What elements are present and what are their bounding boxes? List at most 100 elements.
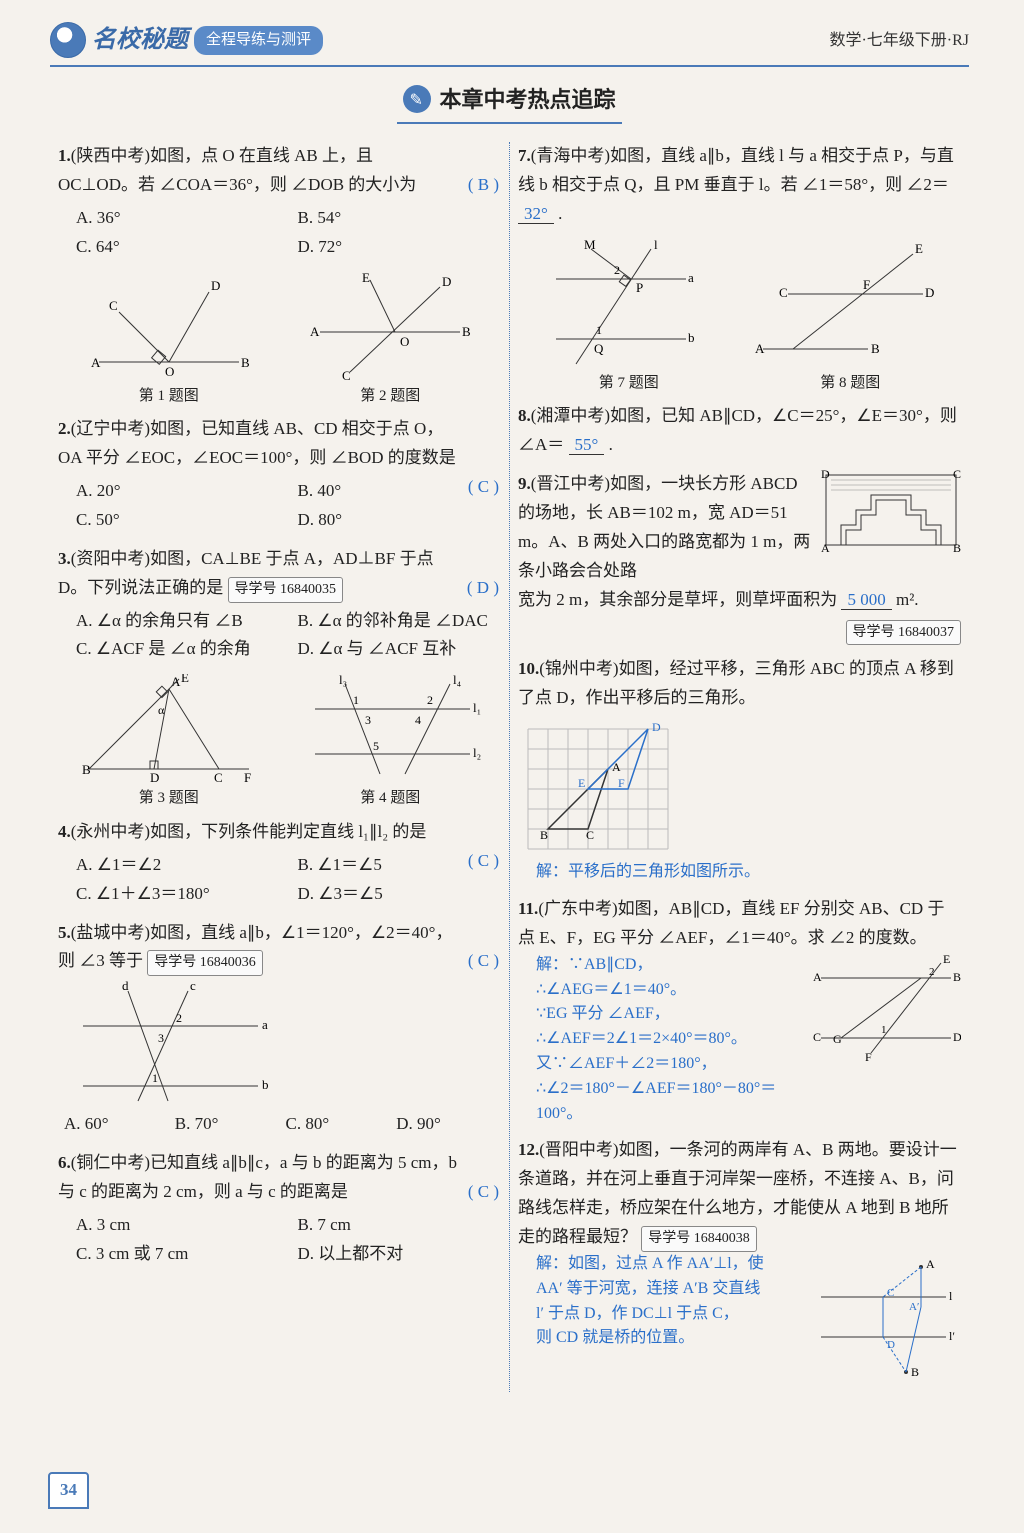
q5-num: 5. bbox=[58, 923, 71, 942]
section-icon bbox=[403, 85, 431, 113]
q5-opt-a: A. 60° bbox=[58, 1110, 169, 1139]
svg-text:A: A bbox=[612, 760, 621, 774]
left-column: 1.(陕西中考)如图，点 O 在直线 AB 上，且 OC⊥OD。若 ∠COA＝3… bbox=[50, 142, 510, 1392]
header-right: 数学·七年级下册·RJ bbox=[829, 27, 969, 54]
svg-text:D: D bbox=[211, 278, 220, 293]
problem-6: 6.(铜仁中考)已知直线 a∥b∥c，a 与 b 的距离为 5 cm，b 与 c… bbox=[58, 1149, 501, 1269]
svg-text:B: B bbox=[953, 970, 961, 984]
svg-text:1: 1 bbox=[596, 323, 602, 337]
svg-text:F: F bbox=[618, 776, 625, 790]
q3-tag: 导学号 16840035 bbox=[228, 577, 344, 603]
figure-9: DCAB bbox=[821, 470, 961, 555]
q3-opt-d: D. ∠α 与 ∠ACF 互补 bbox=[280, 635, 502, 664]
fig4-caption: 第 4 题图 bbox=[360, 786, 420, 812]
fig2-caption: 第 2 题图 bbox=[360, 384, 420, 410]
svg-text:2: 2 bbox=[427, 693, 433, 707]
q6-opt-d: D. 以上都不对 bbox=[280, 1240, 502, 1269]
q3-opt-c: C. ∠ACF 是 ∠α 的余角 bbox=[58, 635, 280, 664]
fig-row-3-4: BDCF A E α l₁ l₂ l₃ l₄ 12 34 5 bbox=[58, 674, 501, 784]
q5-src: (盐城中考) bbox=[71, 923, 150, 942]
q4-opt-d: D. ∠3＝∠5 bbox=[280, 880, 502, 909]
problem-2: 2.(辽宁中考)如图，已知直线 AB、CD 相交于点 O，OA 平分 ∠EOC，… bbox=[58, 415, 501, 535]
svg-text:a: a bbox=[262, 1017, 268, 1032]
svg-text:c: c bbox=[190, 978, 196, 993]
q4-num: 4. bbox=[58, 822, 71, 841]
q12-num: 12. bbox=[518, 1140, 539, 1159]
svg-text:E: E bbox=[943, 953, 950, 966]
svg-text:4: 4 bbox=[415, 713, 421, 727]
fig7-caption: 第 7 题图 bbox=[599, 371, 659, 397]
svg-text:D: D bbox=[887, 1339, 895, 1351]
svg-text:A: A bbox=[926, 1257, 935, 1271]
svg-text:α: α bbox=[158, 703, 165, 717]
svg-text:l₁: l₁ bbox=[473, 700, 481, 715]
svg-text:d: d bbox=[122, 978, 129, 993]
q9-num: 9. bbox=[518, 474, 531, 493]
right-column: 7.(青海中考)如图，直线 a∥b，直线 l 与 a 相交于点 P，与直线 b … bbox=[510, 142, 969, 1392]
q6-opt-b: B. 7 cm bbox=[280, 1211, 502, 1240]
svg-text:E: E bbox=[181, 674, 189, 685]
section-title: 本章中考热点追踪 bbox=[439, 81, 615, 118]
svg-text:5: 5 bbox=[373, 739, 379, 753]
problem-4: 4.(永州中考)如图，下列条件能判定直线 l₁∥l₂ 的是 ( C ) A. ∠… bbox=[58, 818, 501, 909]
page-number: 34 bbox=[48, 1472, 89, 1509]
figure-10: ABC DEF bbox=[518, 719, 678, 854]
svg-text:B: B bbox=[462, 324, 471, 339]
q1-opt-b: B. 54° bbox=[280, 204, 502, 233]
fig-row-7-8: a b l M PQ 21 AB CD E F bbox=[518, 239, 961, 369]
problem-8: 8.(湘潭中考)如图，已知 AB∥CD，∠C＝25°，∠E＝30°，则 ∠A＝ … bbox=[518, 402, 961, 460]
q8-src: (湘潭中考) bbox=[531, 406, 610, 425]
q2-num: 2. bbox=[58, 419, 71, 438]
svg-text:2: 2 bbox=[176, 1011, 182, 1025]
q1-opt-a: A. 36° bbox=[58, 204, 280, 233]
svg-text:D: D bbox=[821, 470, 830, 481]
svg-text:E: E bbox=[915, 241, 923, 256]
figure-2: AB DC E O bbox=[300, 272, 480, 382]
svg-text:B: B bbox=[871, 341, 880, 356]
q6-opt-a: A. 3 cm bbox=[58, 1211, 280, 1240]
q12-solution: 解：如图，过点 A 作 AA′⊥l，使 AA′ 等于河宽，连接 A′B 交直线 … bbox=[518, 1252, 805, 1382]
q11-s6: ∴∠2＝180°－∠AEF＝180°－80°＝100°。 bbox=[536, 1077, 805, 1127]
svg-text:b: b bbox=[262, 1077, 269, 1092]
problem-1: 1.(陕西中考)如图，点 O 在直线 AB 上，且 OC⊥OD。若 ∠COA＝3… bbox=[58, 142, 501, 262]
svg-text:B: B bbox=[953, 541, 961, 555]
svg-text:1: 1 bbox=[152, 1071, 158, 1085]
header-left: 名校秘题 全程导练与测评 bbox=[50, 20, 323, 61]
q10-src: (锦州中考) bbox=[539, 659, 618, 678]
page-header: 名校秘题 全程导练与测评 数学·七年级下册·RJ bbox=[50, 20, 969, 67]
q3-src: (资阳中考) bbox=[71, 549, 150, 568]
svg-text:a: a bbox=[688, 270, 694, 285]
q12-s3: l′ 于点 D，作 DC⊥l 于点 C， bbox=[536, 1302, 805, 1327]
svg-text:B: B bbox=[540, 828, 548, 842]
q4-opt-a: A. ∠1＝∠2 bbox=[58, 851, 280, 880]
svg-text:A: A bbox=[310, 324, 320, 339]
svg-text:b: b bbox=[688, 330, 695, 345]
q3-opt-b: B. ∠α 的邻补角是 ∠DAC bbox=[280, 607, 502, 636]
problem-3: 3.(资阳中考)如图，CA⊥BE 于点 A，AD⊥BF 于点 D。下列说法正确的… bbox=[58, 545, 501, 665]
q1-opt-c: C. 64° bbox=[58, 233, 280, 262]
svg-text:E: E bbox=[362, 272, 370, 285]
svg-text:C: C bbox=[109, 298, 118, 313]
q4-src: (永州中考) bbox=[71, 822, 150, 841]
svg-text:3: 3 bbox=[158, 1031, 164, 1045]
q3-opt-a: A. ∠α 的余角只有 ∠B bbox=[58, 607, 280, 636]
svg-text:O: O bbox=[400, 334, 409, 349]
svg-text:l′: l′ bbox=[949, 1329, 955, 1343]
figure-12: l l′ A B A′ CD bbox=[811, 1252, 961, 1382]
svg-text:A: A bbox=[755, 341, 765, 356]
figure-8: AB CD E F bbox=[743, 239, 943, 369]
svg-text:O: O bbox=[165, 364, 174, 379]
svg-text:F: F bbox=[865, 1050, 872, 1063]
svg-text:D: D bbox=[442, 274, 451, 289]
q2-opt-a: A. 20° bbox=[58, 477, 280, 506]
q2-opt-c: C. 50° bbox=[58, 506, 280, 535]
svg-text:C: C bbox=[779, 285, 788, 300]
svg-text:l₄: l₄ bbox=[453, 674, 462, 687]
fig1-caption: 第 1 题图 bbox=[139, 384, 199, 410]
q9-text2: 宽为 2 m，其余部分是草坪，则草坪面积为 bbox=[518, 590, 837, 609]
q9-unit: m². bbox=[896, 590, 919, 609]
q11-solution: 解：∵AB∥CD， ∴∠AEG＝∠1＝40°。 ∵EG 平分 ∠AEF， ∴∠A… bbox=[518, 953, 805, 1127]
q4-answer: ( C ) bbox=[468, 847, 499, 876]
q4-opt-c: C. ∠1＋∠3＝180° bbox=[58, 880, 280, 909]
figure-3: BDCF A E α bbox=[74, 674, 264, 784]
